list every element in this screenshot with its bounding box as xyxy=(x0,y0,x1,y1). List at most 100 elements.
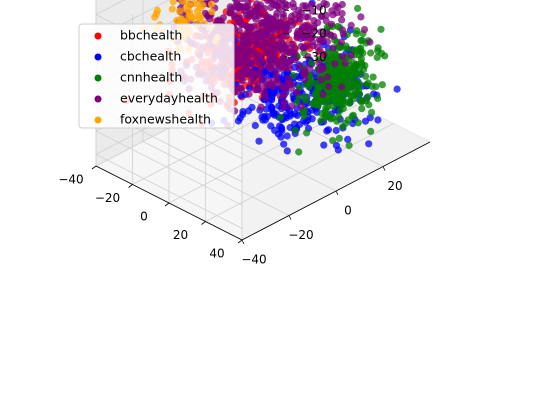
point-cbchealth xyxy=(393,85,401,93)
legend-marker-cnnhealth xyxy=(94,74,102,82)
point-foxnewshealth xyxy=(173,16,181,24)
point-everydayhealth xyxy=(280,64,288,73)
point-everydayhealth xyxy=(276,33,284,41)
point-everydayhealth xyxy=(338,52,347,60)
point-everydayhealth xyxy=(281,3,289,12)
legend-marker-bbchealth xyxy=(94,32,102,40)
point-cbchealth xyxy=(302,118,310,126)
point-cnnhealth xyxy=(347,92,355,101)
point-everydayhealth xyxy=(252,85,260,94)
point-everydayhealth xyxy=(304,52,312,61)
point-everydayhealth xyxy=(285,75,293,83)
x-tick-label: −20 xyxy=(95,191,120,205)
point-everydayhealth xyxy=(322,11,330,19)
point-everydayhealth xyxy=(293,30,301,38)
point-everydayhealth xyxy=(230,13,239,21)
point-cnnhealth xyxy=(328,90,336,98)
point-cbchealth xyxy=(246,84,254,92)
point-everydayhealth xyxy=(280,99,288,107)
point-everydayhealth xyxy=(268,43,276,52)
point-cnnhealth xyxy=(291,126,299,134)
point-everydayhealth xyxy=(214,17,223,25)
point-cbchealth xyxy=(290,120,299,128)
point-everydayhealth xyxy=(261,11,270,19)
point-everydayhealth xyxy=(254,40,262,49)
point-everydayhealth xyxy=(258,23,266,31)
point-foxnewshealth xyxy=(207,0,216,8)
point-everydayhealth xyxy=(267,3,275,12)
point-cnnhealth xyxy=(299,109,307,117)
point-everydayhealth xyxy=(269,35,277,43)
point-foxnewshealth xyxy=(183,0,191,7)
y-tick-label: 20 xyxy=(387,179,402,193)
point-everydayhealth xyxy=(338,16,346,24)
point-everydayhealth xyxy=(337,38,345,46)
point-everydayhealth xyxy=(275,5,283,13)
point-everydayhealth xyxy=(242,57,250,65)
legend-label-foxnewshealth: foxnewshealth xyxy=(120,112,211,127)
point-foxnewshealth xyxy=(153,6,161,14)
point-everydayhealth xyxy=(313,43,322,51)
point-cbchealth xyxy=(320,141,328,149)
point-everydayhealth xyxy=(287,84,295,92)
point-everydayhealth xyxy=(239,0,246,3)
point-foxnewshealth xyxy=(208,8,216,16)
point-cnnhealth xyxy=(368,82,376,90)
legend-frame xyxy=(78,23,235,129)
point-everydayhealth xyxy=(253,70,261,78)
point-cnnhealth xyxy=(333,117,341,125)
point-cnnhealth xyxy=(345,99,354,107)
point-everydayhealth xyxy=(338,9,346,18)
point-cnnhealth xyxy=(369,73,377,81)
point-everydayhealth xyxy=(265,0,273,3)
point-cbchealth xyxy=(324,126,332,134)
point-foxnewshealth xyxy=(169,0,177,6)
point-cnnhealth xyxy=(362,81,371,89)
point-everydayhealth xyxy=(360,26,369,34)
point-everydayhealth xyxy=(323,38,331,46)
point-everydayhealth xyxy=(282,23,290,31)
point-everydayhealth xyxy=(289,0,297,8)
point-everydayhealth xyxy=(278,82,286,90)
point-cnnhealth xyxy=(335,89,343,97)
point-everydayhealth xyxy=(263,48,271,56)
point-everydayhealth xyxy=(296,62,304,70)
point-everydayhealth xyxy=(291,16,299,24)
point-everydayhealth xyxy=(276,0,284,7)
grid-line-z-left xyxy=(95,130,243,206)
point-cnnhealth xyxy=(381,52,389,60)
point-foxnewshealth xyxy=(188,14,196,22)
point-everydayhealth xyxy=(329,11,337,19)
point-everydayhealth xyxy=(245,90,253,98)
point-everydayhealth xyxy=(246,24,254,32)
point-cbchealth xyxy=(374,116,382,124)
point-cnnhealth xyxy=(349,67,357,75)
point-everydayhealth xyxy=(242,69,250,77)
point-cnnhealth xyxy=(374,94,382,103)
point-everydayhealth xyxy=(297,42,305,51)
legend: bbchealth cbchealth cnnhealth everydayhealt… xyxy=(78,23,235,129)
point-everydayhealth xyxy=(233,0,241,6)
point-everydayhealth xyxy=(339,30,347,38)
point-cnnhealth xyxy=(378,81,386,89)
point-cnnhealth xyxy=(357,55,365,63)
point-everydayhealth xyxy=(341,59,349,67)
point-cnnhealth xyxy=(329,68,337,76)
point-everydayhealth xyxy=(338,0,346,9)
y-tick-label: −40 xyxy=(241,253,266,267)
legend-marker-foxnewshealth xyxy=(94,116,102,124)
grid-line-z-right xyxy=(95,0,170,39)
x-tick-mark xyxy=(237,239,243,244)
point-cnnhealth xyxy=(352,81,360,89)
point-cnnhealth xyxy=(365,101,373,109)
point-everydayhealth xyxy=(243,35,251,44)
point-cbchealth xyxy=(283,132,291,140)
point-cnnhealth xyxy=(368,108,376,116)
point-foxnewshealth xyxy=(196,14,204,22)
point-cnnhealth xyxy=(367,127,375,135)
point-everydayhealth xyxy=(247,77,255,85)
point-cnnhealth xyxy=(359,97,367,105)
point-everydayhealth xyxy=(206,15,214,23)
x-tick-mark xyxy=(91,165,97,170)
